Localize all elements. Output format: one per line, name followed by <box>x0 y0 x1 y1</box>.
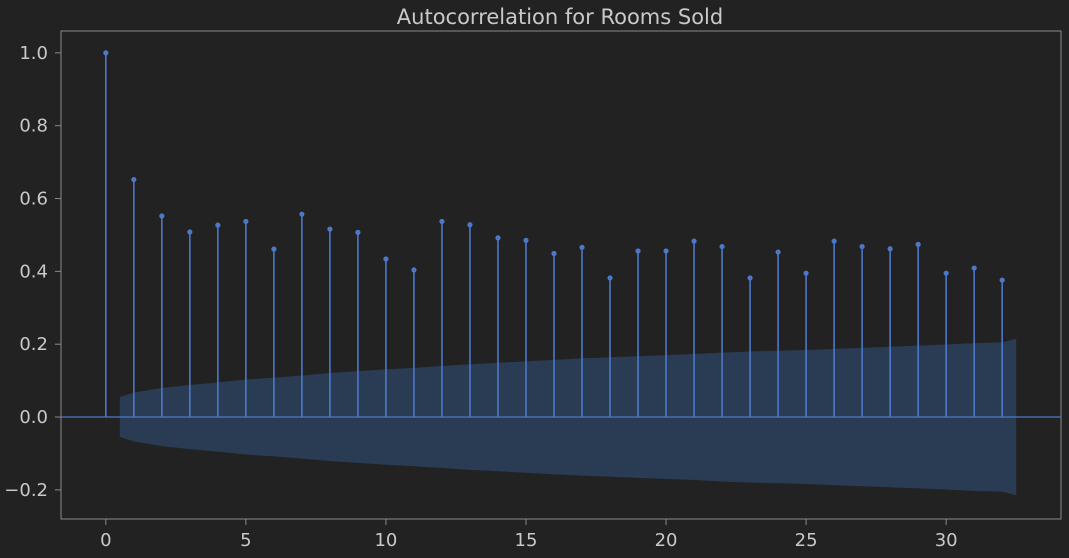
acf-point-lag-5 <box>243 218 249 225</box>
x-tick-label: 25 <box>795 530 818 551</box>
acf-point-lag-29 <box>915 241 921 248</box>
plot-frame <box>60 30 1062 520</box>
acf-point-lag-6 <box>271 246 277 252</box>
acf-point-lag-26 <box>831 238 837 244</box>
y-tick-label: 0.4 <box>19 261 48 282</box>
acf-point-lag-10 <box>383 256 389 262</box>
acf-point-lag-17 <box>579 244 585 250</box>
acf-point-lag-9 <box>355 229 361 235</box>
y-tick-label: 0.0 <box>19 407 48 428</box>
acf-point-lag-22 <box>719 243 725 250</box>
acf-point-lag-15 <box>523 237 529 244</box>
chart-title: Autocorrelation for Rooms Sold <box>397 5 723 29</box>
acf-point-lag-18 <box>607 275 613 281</box>
acf-point-lag-23 <box>747 275 753 281</box>
y-tick-label: −0.2 <box>4 480 48 501</box>
acf-point-lag-12 <box>439 218 445 225</box>
acf-point-lag-28 <box>887 246 893 252</box>
acf-point-lag-2 <box>159 213 165 219</box>
acf-point-lag-25 <box>803 270 809 276</box>
acf-point-lag-3 <box>187 229 193 235</box>
x-tick-label: 20 <box>655 530 678 551</box>
acf-point-lag-8 <box>327 226 333 232</box>
y-tick-label: 1.0 <box>19 43 48 64</box>
x-tick-label: 10 <box>374 530 397 551</box>
y-tick-label: 0.8 <box>19 116 48 137</box>
acf-point-lag-20 <box>663 248 669 254</box>
acf-point-lag-14 <box>495 235 501 241</box>
acf-point-lag-30 <box>943 270 949 276</box>
acf-point-lag-4 <box>215 222 221 228</box>
acf-point-lag-13 <box>467 222 473 228</box>
axes-layer: 1.0 0.8 0.6 0.4 0.2 0.0 −0.2 0 5 10 15 20 25 30 <box>4 30 1062 551</box>
acf-point-lag-16 <box>551 250 557 257</box>
acf-point-lag-7 <box>299 211 305 217</box>
acf-point-lag-0 <box>103 50 109 56</box>
stems-layer <box>103 50 1005 418</box>
acf-point-lag-1 <box>131 176 137 183</box>
x-tick-label: 15 <box>515 530 538 551</box>
acf-point-lag-31 <box>971 265 977 271</box>
acf-point-lag-21 <box>691 238 697 244</box>
y-tick-label: 0.6 <box>19 189 48 210</box>
acf-point-lag-32 <box>999 277 1005 283</box>
x-tick-label: 0 <box>100 530 111 551</box>
x-tick-label: 5 <box>240 530 251 551</box>
y-tick-label: 0.2 <box>19 334 48 355</box>
x-tick-label: 30 <box>935 530 958 551</box>
acf-point-lag-24 <box>775 249 781 255</box>
acf-point-lag-11 <box>411 267 417 273</box>
acf-point-lag-27 <box>859 243 865 250</box>
acf-point-lag-19 <box>635 248 641 254</box>
